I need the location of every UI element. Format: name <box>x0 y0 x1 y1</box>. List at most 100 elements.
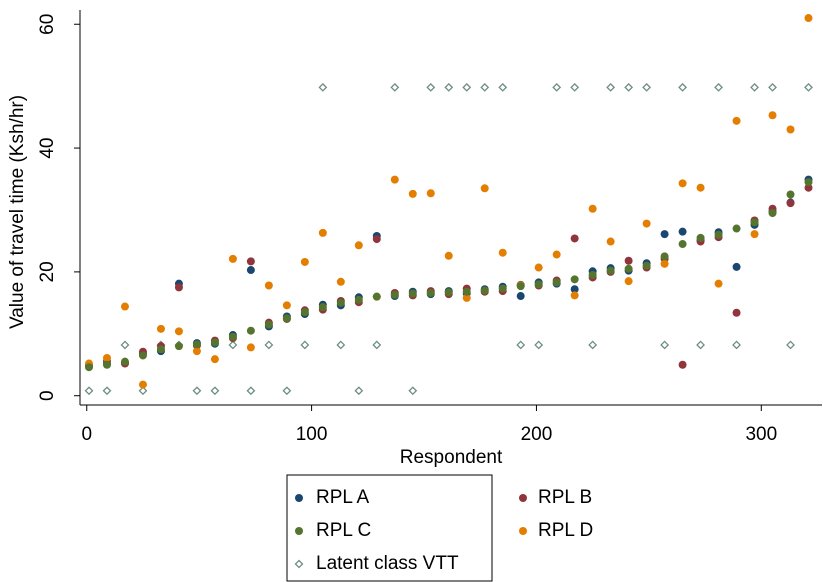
x-tick-label: 0 <box>81 424 92 445</box>
data-point <box>660 259 669 268</box>
x-tick-label: 100 <box>296 424 328 445</box>
legend-label: RPL A <box>316 487 369 508</box>
data-point <box>372 340 382 350</box>
data-point <box>444 251 453 260</box>
data-point <box>498 284 507 293</box>
data-point <box>750 218 759 227</box>
data-point <box>120 302 129 311</box>
data-point <box>462 82 472 92</box>
x-axis-title: Respondent <box>400 447 503 468</box>
data-point <box>390 175 399 184</box>
data-point <box>156 324 165 333</box>
data-point <box>228 254 237 263</box>
legend-marker <box>295 527 303 535</box>
data-point <box>138 380 147 389</box>
data-point <box>246 343 255 352</box>
data-point <box>228 332 237 341</box>
data-point <box>354 295 363 304</box>
data-point <box>678 179 687 188</box>
data-point <box>408 289 417 298</box>
data-point <box>300 308 309 317</box>
data-point <box>588 340 598 350</box>
data-point <box>678 227 687 236</box>
y-tick-label: 20 <box>37 261 58 282</box>
data-point <box>282 314 291 323</box>
data-point <box>192 340 201 349</box>
data-point <box>480 82 490 92</box>
data-point <box>696 340 706 350</box>
data-point <box>354 386 364 396</box>
data-point <box>732 340 741 350</box>
data-point <box>786 190 795 199</box>
data-point <box>732 308 741 317</box>
data-point <box>462 293 471 302</box>
data-point <box>408 189 417 198</box>
data-point <box>552 82 562 92</box>
data-point <box>102 360 111 369</box>
data-point <box>642 219 651 228</box>
y-tick-label: 40 <box>37 137 58 158</box>
data-point <box>570 234 579 243</box>
x-tick-label: 200 <box>521 424 553 445</box>
data-point <box>624 82 634 92</box>
data-point <box>642 261 651 270</box>
y-tick-label: 0 <box>37 390 58 401</box>
data-point <box>210 338 219 347</box>
data-point <box>678 360 687 369</box>
data-point <box>426 189 435 198</box>
data-point <box>642 82 652 92</box>
y-axis-title: Value of travel time (Ksh/hr) <box>7 95 28 329</box>
data-point <box>264 281 273 290</box>
data-point <box>426 82 436 92</box>
data-point <box>588 270 597 279</box>
data-point <box>282 386 292 396</box>
data-point <box>426 288 435 297</box>
data-point <box>552 278 561 287</box>
data-point <box>210 355 219 364</box>
data-point <box>570 82 580 92</box>
data-point <box>606 237 615 246</box>
data-point <box>192 347 201 356</box>
data-point <box>120 357 129 366</box>
legend-box <box>286 474 493 582</box>
data-point <box>768 82 777 92</box>
data-point <box>390 290 399 299</box>
data-point <box>372 292 381 301</box>
data-point <box>444 82 454 92</box>
data-point <box>444 288 453 297</box>
data-point <box>84 363 93 372</box>
data-point <box>246 266 255 275</box>
data-point <box>264 340 274 350</box>
data-point <box>786 199 795 208</box>
data-point <box>174 283 183 292</box>
legend-marker <box>519 494 527 502</box>
data-point <box>246 386 256 396</box>
x-tick-label: 300 <box>745 424 777 445</box>
data-point <box>768 209 777 218</box>
data-point <box>102 353 111 362</box>
legend-marker <box>295 494 303 502</box>
data-point <box>732 224 741 233</box>
data-point <box>534 340 544 350</box>
data-point <box>714 279 723 288</box>
data-point <box>318 228 327 237</box>
data-point <box>588 204 597 213</box>
data-point <box>300 257 309 266</box>
data-point <box>192 386 202 396</box>
y-tick-label: 60 <box>37 14 58 35</box>
data-point <box>354 241 363 250</box>
data-point <box>138 351 147 360</box>
data-point <box>408 386 418 396</box>
data-point <box>804 178 813 187</box>
data-point <box>480 184 489 193</box>
data-point <box>480 286 489 295</box>
data-point <box>534 263 543 272</box>
data-point <box>516 282 525 291</box>
data-point <box>696 233 705 242</box>
data-point <box>768 111 777 120</box>
data-point <box>318 303 327 312</box>
legend-label: Latent class VTT <box>316 553 459 574</box>
data-point <box>336 298 345 307</box>
data-point <box>390 82 400 92</box>
